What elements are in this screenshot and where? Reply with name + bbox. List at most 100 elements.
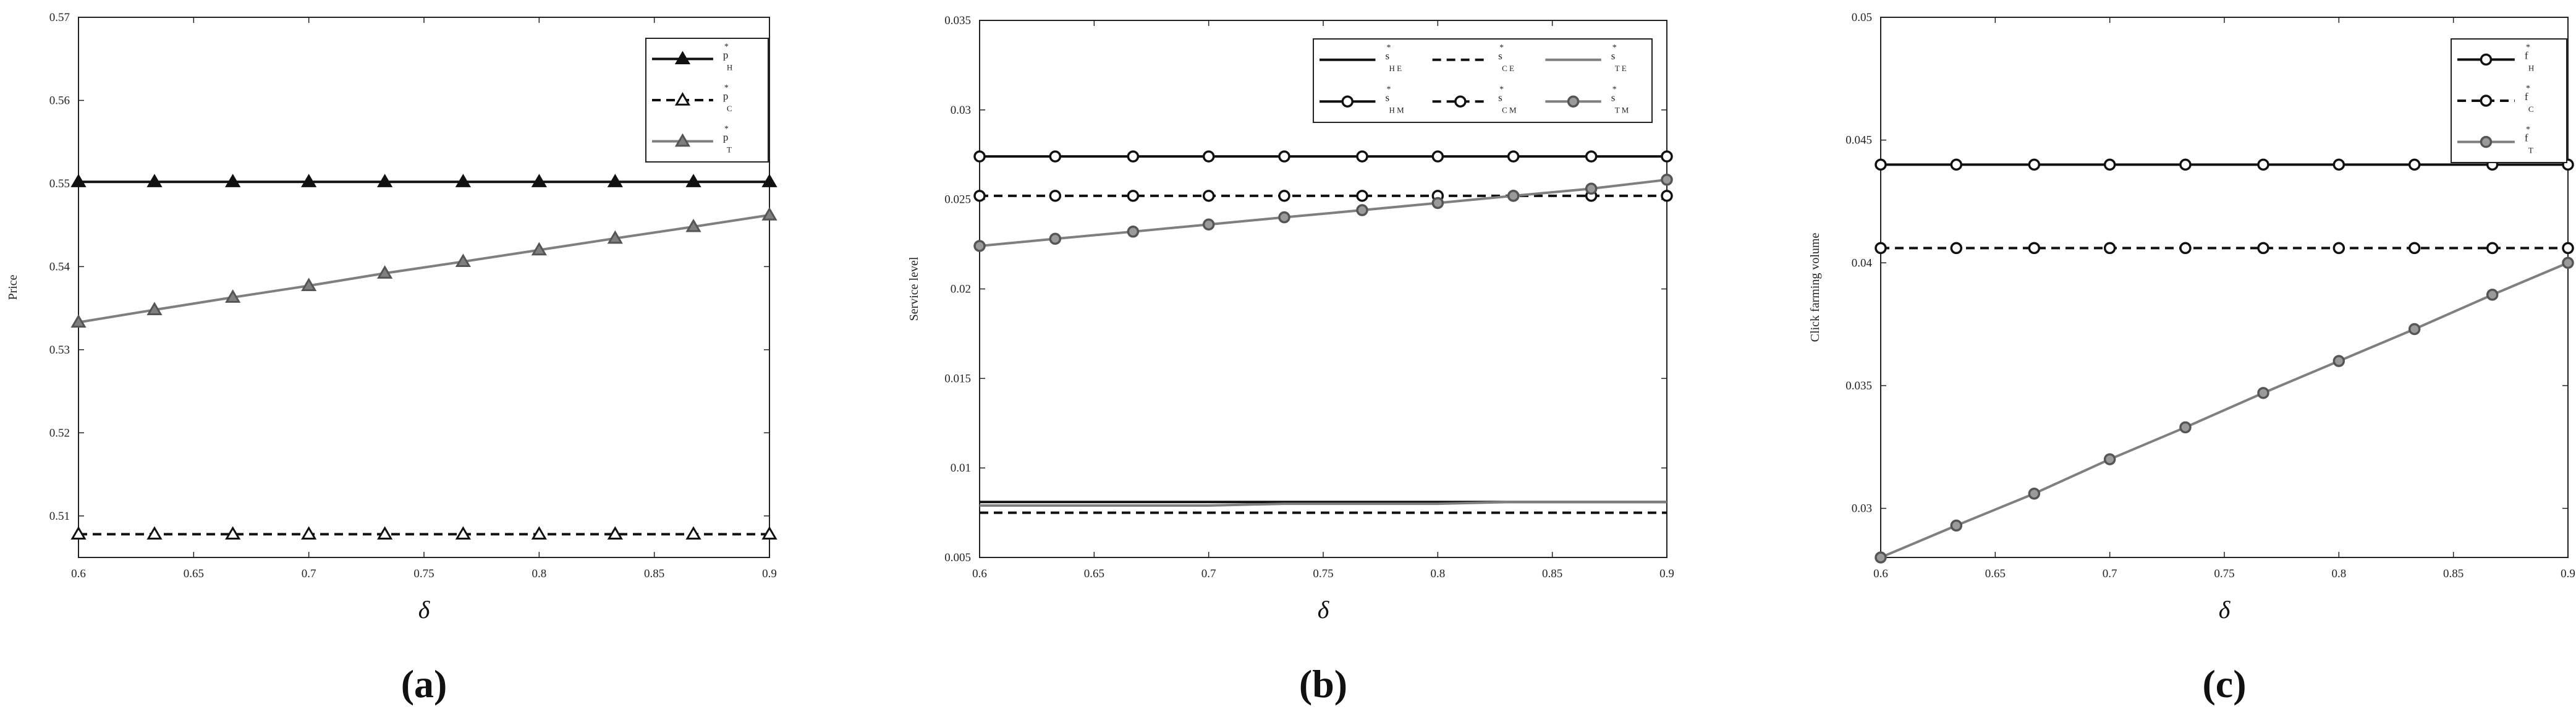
y-tick-label: 0.035 bbox=[1845, 379, 1872, 392]
legend-subscript: H E bbox=[1389, 64, 1402, 73]
y-tick-label: 0.54 bbox=[49, 260, 70, 273]
legend-box bbox=[1313, 38, 1653, 123]
legend-entry: *fC bbox=[2457, 84, 2534, 114]
legend-label: s bbox=[1385, 50, 1389, 62]
series-5 bbox=[973, 190, 1673, 202]
data-point bbox=[2562, 256, 2574, 269]
y-tick-label: 0.04 bbox=[1852, 256, 1873, 269]
chart-panel-1: 0.6 0.65 0.7 0.75 0.8 0.85 0.9 0.51 0.52 0.53 0.54… bbox=[6, 11, 777, 706]
data-point bbox=[146, 302, 163, 316]
legend: *sH E*sC E*sT E*sH M*sC M*sT M bbox=[1313, 38, 1653, 123]
x-tick-label: 0.6 bbox=[1873, 567, 1888, 580]
x-tick-label: 0.85 bbox=[1542, 567, 1562, 580]
data-point bbox=[377, 265, 393, 279]
y-tick-label: 0.01 bbox=[951, 462, 971, 475]
data-point bbox=[1585, 182, 1598, 195]
legend-marker bbox=[1341, 95, 1354, 108]
y-tick-label: 0.035 bbox=[944, 14, 971, 27]
data-point bbox=[70, 314, 87, 328]
legend-label: p bbox=[723, 132, 729, 143]
data-point bbox=[531, 526, 547, 540]
data-point bbox=[225, 526, 241, 540]
legend-box bbox=[2451, 38, 2567, 163]
legend-label: s bbox=[1611, 91, 1616, 103]
legend-subscript: H bbox=[727, 62, 732, 72]
x-tick-label: 0.75 bbox=[1313, 567, 1333, 580]
data-point bbox=[685, 526, 701, 540]
data-point bbox=[1507, 190, 1520, 202]
data-point bbox=[2408, 158, 2421, 171]
y-tick-label: 0.03 bbox=[1852, 502, 1872, 515]
data-point bbox=[1950, 158, 1963, 171]
data-point bbox=[1278, 150, 1290, 163]
x-tick-label: 0.7 bbox=[302, 567, 316, 580]
x-axis-label: δ bbox=[1318, 596, 1330, 624]
x-tick-label: 0.7 bbox=[1201, 567, 1216, 580]
legend-subscript: C bbox=[727, 104, 732, 113]
data-point bbox=[1202, 190, 1215, 202]
data-point bbox=[455, 526, 471, 540]
data-point bbox=[70, 174, 87, 187]
legend-marker bbox=[2480, 53, 2493, 66]
data-point bbox=[973, 150, 986, 163]
legend-label: f bbox=[2525, 91, 2528, 103]
x-tick-label: 0.85 bbox=[2443, 567, 2464, 580]
panel-caption: (a) bbox=[401, 662, 447, 706]
series-1 bbox=[1875, 158, 2574, 171]
legend-marker bbox=[1454, 95, 1467, 108]
legend-star: * bbox=[1499, 85, 1504, 94]
data-point bbox=[2028, 158, 2041, 171]
data-point bbox=[1431, 150, 1444, 163]
legend-entry: *fH bbox=[2457, 43, 2534, 72]
data-point bbox=[2486, 289, 2499, 301]
data-point bbox=[1661, 190, 1673, 202]
x-tick-label: 0.6 bbox=[972, 567, 987, 580]
series-2 bbox=[70, 526, 777, 540]
legend-marker bbox=[674, 133, 691, 147]
legend-star: * bbox=[724, 83, 729, 93]
data-point bbox=[1202, 150, 1215, 163]
x-axis-label: δ bbox=[2219, 596, 2231, 624]
data-point bbox=[2179, 421, 2192, 434]
series-line bbox=[979, 178, 1667, 247]
chart-panel-2: 0.6 0.65 0.7 0.75 0.8 0.85 0.9 0.005 0.01 0.015 0.… bbox=[907, 14, 1674, 706]
legend-star: * bbox=[724, 125, 729, 134]
data-point bbox=[377, 174, 393, 187]
data-point bbox=[1431, 197, 1444, 210]
data-point bbox=[1356, 150, 1368, 163]
data-point bbox=[2257, 242, 2269, 255]
y-tick-label: 0.52 bbox=[49, 426, 70, 439]
legend-subscript: H bbox=[2528, 63, 2534, 72]
data-point bbox=[685, 174, 701, 187]
x-tick-label: 0.75 bbox=[2214, 567, 2234, 580]
legend-entry: *pH bbox=[652, 42, 732, 72]
legend-entry: *sH E bbox=[1320, 43, 1402, 73]
legend-entry: *fT bbox=[2457, 125, 2533, 155]
data-point bbox=[2332, 242, 2345, 255]
data-point bbox=[2562, 242, 2574, 255]
x-tick-label: 0.65 bbox=[1985, 567, 2006, 580]
legend-label: p bbox=[723, 49, 729, 61]
data-point bbox=[225, 174, 241, 187]
legend-subscript: H M bbox=[1389, 105, 1404, 114]
series-line bbox=[980, 501, 1667, 507]
legend-star: * bbox=[1386, 43, 1391, 53]
legend-star: * bbox=[1499, 43, 1504, 53]
legend-subscript: T E bbox=[1615, 64, 1627, 73]
legend: *fH *fC *fT bbox=[2451, 38, 2567, 163]
data-point bbox=[1661, 150, 1673, 163]
series-3 bbox=[980, 501, 1667, 507]
legend-label: s bbox=[1498, 50, 1502, 62]
x-tick-label: 0.9 bbox=[762, 567, 777, 580]
legend-subscript: T bbox=[2528, 146, 2533, 155]
y-tick-label: 0.56 bbox=[49, 94, 70, 107]
legend-marker bbox=[674, 92, 691, 106]
data-point bbox=[1950, 242, 1963, 255]
x-tick-label: 0.9 bbox=[1659, 567, 1674, 580]
x-tick-label: 0.75 bbox=[413, 567, 434, 580]
y-axis-label: Click farming volume bbox=[1808, 233, 1822, 342]
legend-marker bbox=[2480, 95, 2493, 107]
data-point bbox=[1049, 232, 1062, 245]
data-point bbox=[1278, 211, 1290, 224]
data-point bbox=[1127, 190, 1140, 202]
